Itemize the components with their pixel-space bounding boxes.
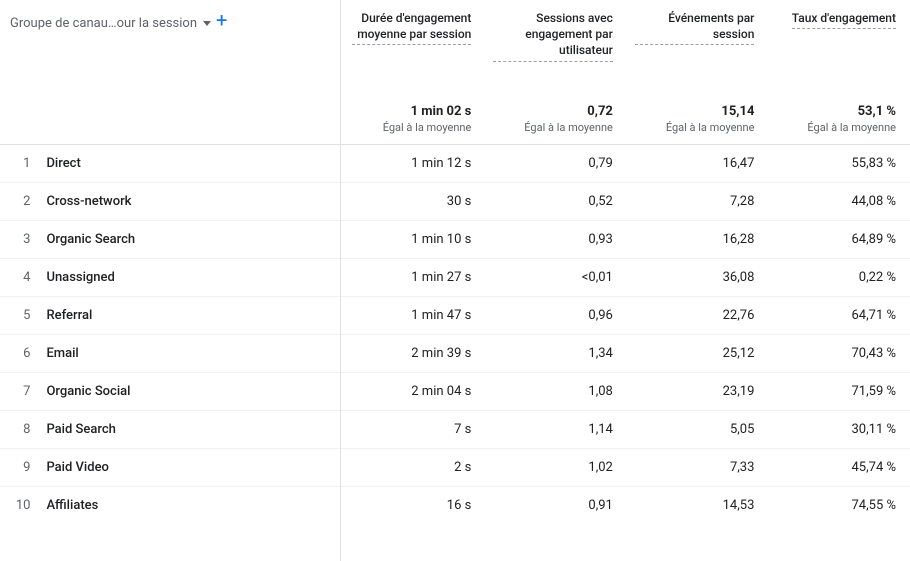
row-metric: 1,02 (485, 449, 627, 487)
row-index: 10 (0, 487, 40, 525)
row-metric: 23,19 (627, 373, 769, 411)
row-index: 7 (0, 373, 40, 411)
table-row[interactable]: 5Referral1 min 47 s0,9622,7664,71 % (0, 297, 910, 335)
column-header[interactable]: Taux d'engagement (768, 0, 910, 100)
row-metric: 7 s (344, 411, 486, 449)
row-metric: 36,08 (627, 259, 769, 297)
row-metric: 14,53 (627, 487, 769, 525)
row-index: 6 (0, 335, 40, 373)
row-metric: 2 min 39 s (344, 335, 486, 373)
column-total: 15,14 Égal à la moyenne (627, 100, 769, 145)
column-header[interactable]: Durée d'engagement moyenne par session (344, 0, 486, 100)
row-metric: 0,93 (485, 221, 627, 259)
row-metric: 7,28 (627, 183, 769, 221)
row-dimension[interactable]: Organic Social (40, 373, 343, 411)
totals-blank (0, 100, 344, 145)
row-metric: 44,08 % (768, 183, 910, 221)
row-metric: 1 min 10 s (344, 221, 486, 259)
row-metric: 0,22 % (768, 259, 910, 297)
table-row[interactable]: 3Organic Search1 min 10 s0,9316,2864,89 … (0, 221, 910, 259)
table-row[interactable]: 1Direct1 min 12 s0,7916,4755,83 % (0, 145, 910, 183)
row-index: 4 (0, 259, 40, 297)
row-metric: 7,33 (627, 449, 769, 487)
column-header[interactable]: Événements par session (627, 0, 769, 100)
row-index: 8 (0, 411, 40, 449)
metrics-table: Groupe de canau…our la session + Durée d… (0, 0, 910, 525)
row-dimension[interactable]: Direct (40, 145, 343, 183)
row-metric: 1,08 (485, 373, 627, 411)
row-metric: <0,01 (485, 259, 627, 297)
add-dimension-button[interactable]: + (214, 8, 229, 32)
row-dimension[interactable]: Unassigned (40, 259, 343, 297)
row-index: 3 (0, 221, 40, 259)
row-metric: 74,55 % (768, 487, 910, 525)
row-metric: 0,96 (485, 297, 627, 335)
row-index: 2 (0, 183, 40, 221)
row-dimension[interactable]: Organic Search (40, 221, 343, 259)
dimension-label: Groupe de canau…our la session (10, 16, 197, 31)
analytics-table-container: Groupe de canau…our la session + Durée d… (0, 0, 910, 561)
row-metric: 64,71 % (768, 297, 910, 335)
row-dimension[interactable]: Cross-network (40, 183, 343, 221)
table-row[interactable]: 7Organic Social2 min 04 s1,0823,1971,59 … (0, 373, 910, 411)
row-metric: 0,91 (485, 487, 627, 525)
row-metric: 55,83 % (768, 145, 910, 183)
row-metric: 0,79 (485, 145, 627, 183)
row-metric: 25,12 (627, 335, 769, 373)
table-row[interactable]: 4Unassigned1 min 27 s<0,0136,080,22 % (0, 259, 910, 297)
row-index: 9 (0, 449, 40, 487)
row-metric: 16,28 (627, 221, 769, 259)
row-metric: 1 min 47 s (344, 297, 486, 335)
row-metric: 70,43 % (768, 335, 910, 373)
row-metric: 1,14 (485, 411, 627, 449)
row-metric: 1 min 27 s (344, 259, 486, 297)
row-metric: 0,52 (485, 183, 627, 221)
row-index: 5 (0, 297, 40, 335)
row-metric: 2 s (344, 449, 486, 487)
row-index: 1 (0, 145, 40, 183)
table-row[interactable]: 9Paid Video2 s1,027,3345,74 % (0, 449, 910, 487)
row-metric: 16,47 (627, 145, 769, 183)
row-metric: 16 s (344, 487, 486, 525)
table-row[interactable]: 2Cross-network30 s0,527,2844,08 % (0, 183, 910, 221)
row-metric: 30,11 % (768, 411, 910, 449)
column-total: 0,72 Égal à la moyenne (485, 100, 627, 145)
row-dimension[interactable]: Paid Search (40, 411, 343, 449)
table-row[interactable]: 10Affiliates16 s0,9114,5374,55 % (0, 487, 910, 525)
row-dimension[interactable]: Referral (40, 297, 343, 335)
row-metric: 64,89 % (768, 221, 910, 259)
column-header[interactable]: Sessions avec engagement par utilisateur (485, 0, 627, 100)
row-dimension[interactable]: Email (40, 335, 343, 373)
row-metric: 2 min 04 s (344, 373, 486, 411)
column-divider (340, 0, 341, 561)
row-metric: 45,74 % (768, 449, 910, 487)
row-metric: 30 s (344, 183, 486, 221)
row-metric: 71,59 % (768, 373, 910, 411)
row-metric: 1 min 12 s (344, 145, 486, 183)
row-metric: 1,34 (485, 335, 627, 373)
column-total: 1 min 02 s Égal à la moyenne (344, 100, 486, 145)
row-metric: 22,76 (627, 297, 769, 335)
chevron-down-icon (203, 21, 211, 26)
row-dimension[interactable]: Paid Video (40, 449, 343, 487)
table-row[interactable]: 6Email2 min 39 s1,3425,1270,43 % (0, 335, 910, 373)
table-row[interactable]: 8Paid Search7 s1,145,0530,11 % (0, 411, 910, 449)
row-metric: 5,05 (627, 411, 769, 449)
row-dimension[interactable]: Affiliates (40, 487, 343, 525)
dimension-picker[interactable]: Groupe de canau…our la session (10, 16, 211, 31)
column-total: 53,1 % Égal à la moyenne (768, 100, 910, 145)
